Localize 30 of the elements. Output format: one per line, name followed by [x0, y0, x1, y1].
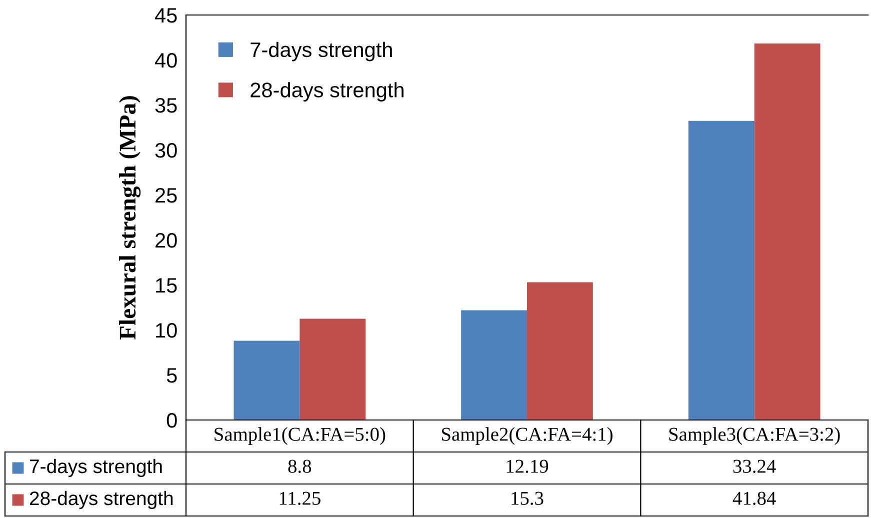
x-tick-label: Sample2(CA:FA=4:1) — [442, 427, 612, 445]
data-label: 15.3 — [512, 492, 544, 505]
text: 7-days strength — [30, 458, 162, 478]
bar — [688, 120, 754, 420]
x-tick-label: Sample1(CA:FA=5:0) — [214, 427, 386, 445]
y-tick-label: 0 — [166, 413, 177, 428]
y-tick-label: 30 — [155, 143, 177, 158]
data-label: 41.84 — [732, 492, 776, 505]
y-axis-title: Flexural strength (MPa) — [119, 96, 141, 340]
y-tick-label: 35 — [155, 98, 177, 113]
y-tick-label: 10 — [156, 323, 177, 338]
bar — [234, 340, 300, 420]
text: 28-days strength — [30, 490, 173, 510]
bar — [300, 318, 366, 420]
data-label: 12.19 — [506, 460, 548, 473]
data-label: 8.8 — [288, 460, 312, 473]
bar — [754, 43, 820, 420]
legend-label: 7-days strength — [250, 42, 392, 62]
y-tick-label: 25 — [156, 188, 177, 203]
legend-label: 28-days strength — [250, 82, 404, 102]
bar — [527, 282, 593, 420]
x-tick-label: Sample3(CA:FA=3:2) — [669, 427, 840, 445]
y-tick-label: 5 — [166, 368, 177, 383]
y-tick-label: 20 — [156, 233, 177, 248]
bar — [461, 310, 527, 420]
y-tick-label: 40 — [154, 53, 177, 68]
data-label: 11.25 — [280, 492, 320, 505]
y-tick-label: 45 — [154, 8, 177, 23]
data-label: 33.24 — [733, 460, 776, 473]
y-tick-label: 15 — [156, 278, 177, 293]
